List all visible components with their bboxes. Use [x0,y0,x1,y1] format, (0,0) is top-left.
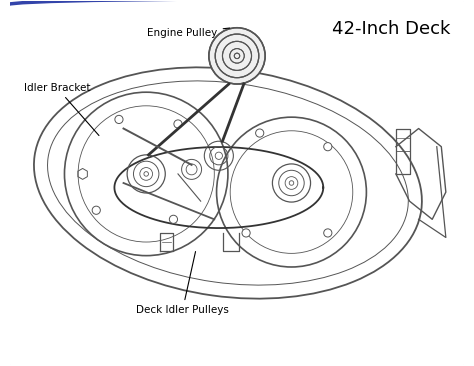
Circle shape [242,229,250,237]
Circle shape [174,120,182,128]
Circle shape [324,229,332,237]
Text: 42-Inch Deck: 42-Inch Deck [332,19,450,38]
Circle shape [92,206,100,214]
Circle shape [255,129,264,137]
Circle shape [115,115,123,123]
Text: Engine Pulley: Engine Pulley [147,28,230,38]
Text: Idler Bracket: Idler Bracket [24,83,99,135]
Text: Deck Idler Pulleys: Deck Idler Pulleys [136,251,229,315]
Circle shape [169,215,178,223]
Circle shape [209,28,265,84]
Circle shape [324,143,332,151]
